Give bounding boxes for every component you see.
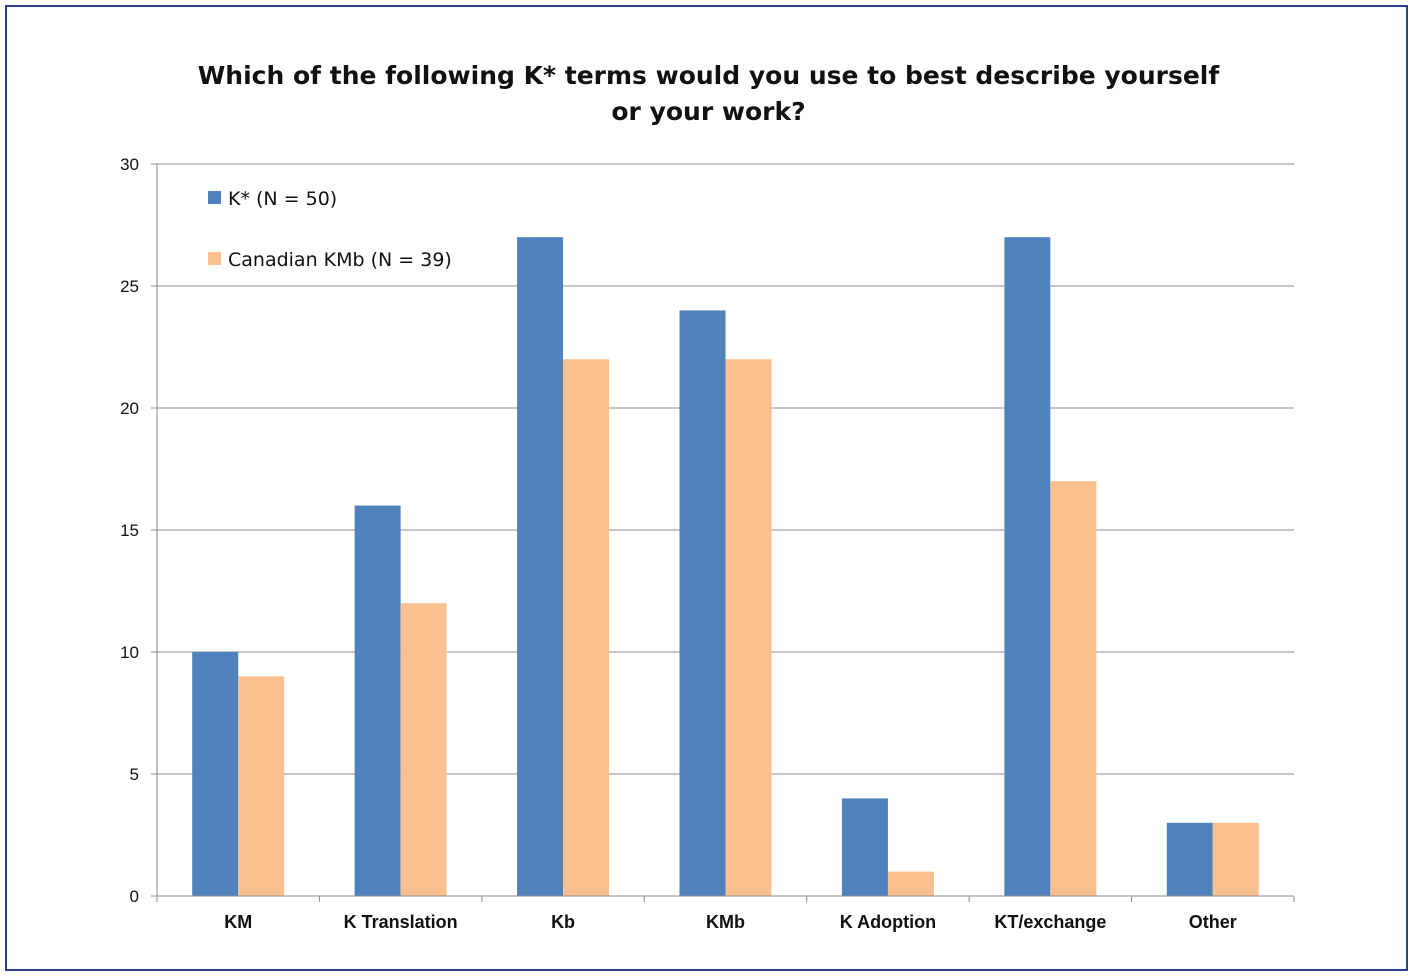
bar-canadian-kmb-kmb xyxy=(725,359,772,896)
y-tick-label-30: 30 xyxy=(120,155,139,174)
x-tick-label-other: Other xyxy=(1189,912,1237,932)
bars xyxy=(192,237,1259,896)
y-tick-label-20: 20 xyxy=(120,399,139,418)
bar-kstar-kb xyxy=(517,237,564,896)
chart-title-line-1: Which of the following K* terms would yo… xyxy=(197,61,1220,90)
bar-canadian-kmb-k-adoption xyxy=(887,871,934,896)
chart-title-line-2: or your work? xyxy=(611,97,806,126)
bar-canadian-kmb-kb xyxy=(563,359,610,896)
bar-canadian-kmb-kt-exchange xyxy=(1050,481,1097,896)
x-tick-label-k-translation: K Translation xyxy=(344,912,458,932)
legend: K* (N = 50) Canadian KMb (N = 39) xyxy=(208,188,452,271)
legend-swatch-1 xyxy=(208,252,221,265)
legend-swatch-0 xyxy=(208,191,221,204)
legend-label-1: Canadian KMb (N = 39) xyxy=(228,249,452,271)
y-tick-label-10: 10 xyxy=(120,643,139,662)
bar-canadian-kmb-other xyxy=(1212,822,1259,896)
chart-title: Which of the following K* terms would yo… xyxy=(0,58,1417,130)
x-tick-label-kt-exchange: KT/exchange xyxy=(994,912,1106,932)
bar-canadian-kmb-km xyxy=(238,676,285,896)
x-tick-label-kmb: KMb xyxy=(706,912,745,932)
y-tick-label-25: 25 xyxy=(120,277,139,296)
y-tick-label-0: 0 xyxy=(130,887,139,906)
x-tick-label-km: KM xyxy=(224,912,252,932)
x-axis: KM K Translation Kb KMb K Adoption KT/exchang… xyxy=(156,164,1295,932)
bar-kstar-kmb xyxy=(679,310,726,896)
bar-kstar-k-translation xyxy=(354,505,401,896)
y-tick-label-15: 15 xyxy=(120,521,139,540)
bar-kstar-k-adoption xyxy=(841,798,888,896)
y-axis-ticks: 0 5 10 15 20 25 30 xyxy=(120,155,157,906)
bar-kstar-km xyxy=(192,652,239,896)
bar-kstar-other xyxy=(1166,822,1213,896)
y-tick-label-5: 5 xyxy=(130,765,139,784)
bar-canadian-kmb-k-translation xyxy=(400,603,447,896)
legend-label-0: K* (N = 50) xyxy=(228,188,337,210)
x-tick-label-k-adoption: K Adoption xyxy=(840,912,936,932)
bar-kstar-kt-exchange xyxy=(1004,237,1051,896)
x-tick-label-kb: Kb xyxy=(551,912,575,932)
